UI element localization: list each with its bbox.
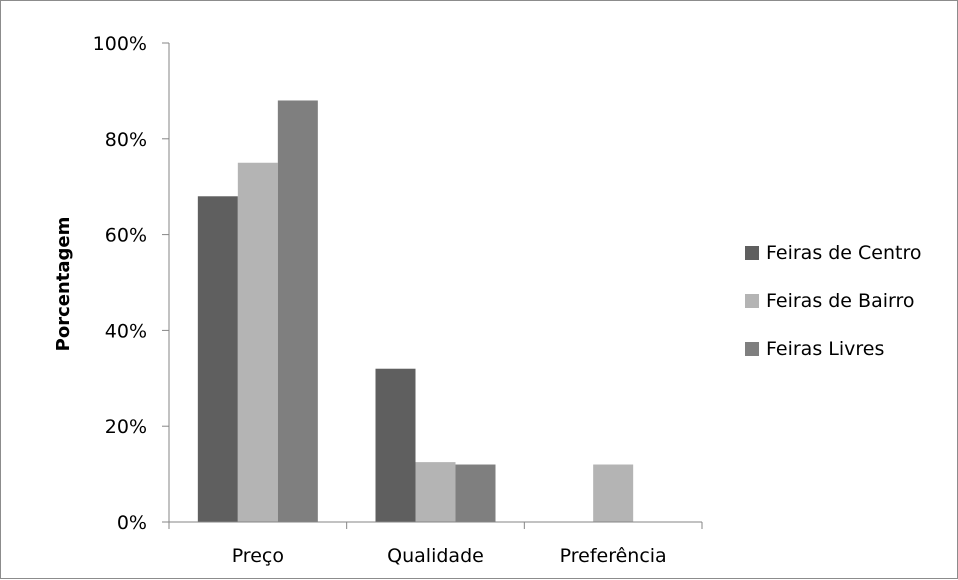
legend-label: Feiras Livres [766, 338, 884, 360]
x-tick-label: Preço [232, 545, 284, 567]
bars-layer [197, 100, 634, 522]
bar-feiras-de-centro-0 [197, 196, 238, 522]
legend-swatch [745, 294, 759, 308]
bar-feiras-de-bairro-0 [237, 162, 278, 522]
y-tick-label: 60% [105, 225, 147, 247]
y-axis-title: Porcentagem [53, 217, 74, 352]
legend-swatch [745, 246, 759, 260]
bar-feiras-de-bairro-1 [415, 462, 456, 522]
axes-layer: 0% 20% 40% 60% 80% 100% Preço Qualidade Preferên… [93, 33, 703, 567]
bar-feiras-de-bairro-2 [593, 464, 634, 522]
y-tick-label: 20% [105, 416, 147, 438]
bar-feiras-livres-0 [277, 100, 318, 522]
y-tick-label: 80% [105, 129, 147, 151]
legend-label: Feiras de Bairro [766, 290, 915, 312]
y-tick-label: 0% [117, 512, 147, 534]
x-tick-label: Qualidade [387, 545, 484, 567]
legend-label: Feiras de Centro [766, 242, 922, 264]
y-tick-label: 40% [105, 320, 147, 342]
legend-swatch [745, 342, 759, 356]
y-tick-label: 100% [93, 33, 147, 55]
bar-feiras-livres-1 [455, 464, 496, 522]
x-tick-label: Preferência [560, 545, 667, 567]
bar-feiras-de-centro-1 [375, 368, 416, 522]
legend: Feiras de Centro Feiras de Bairro Feiras L… [745, 242, 922, 360]
